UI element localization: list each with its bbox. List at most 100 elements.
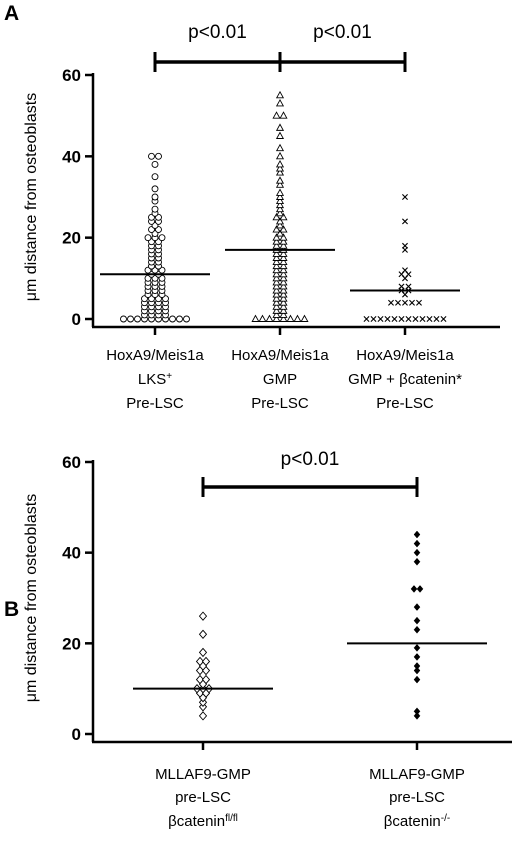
data-point <box>440 316 447 322</box>
x-category-label: HoxA9/Meis1a <box>356 347 454 364</box>
data-point <box>413 711 421 720</box>
data-point <box>286 314 295 322</box>
data-point <box>275 151 285 160</box>
data-point <box>272 111 281 119</box>
y-tick-label: 40 <box>62 147 81 166</box>
data-point <box>275 168 285 176</box>
data-point <box>275 99 285 107</box>
data-point <box>265 314 274 322</box>
x-category-label: Pre-LSC <box>251 395 309 412</box>
data-point <box>377 316 384 322</box>
data-point <box>272 302 281 310</box>
data-point <box>198 611 208 621</box>
data-point <box>151 185 159 193</box>
data-point <box>272 212 281 221</box>
data-point <box>279 273 288 282</box>
data-point <box>279 306 288 314</box>
data-point <box>201 674 211 685</box>
data-point <box>272 233 281 241</box>
data-point <box>402 299 408 306</box>
data-point <box>279 277 288 286</box>
data-point <box>275 208 285 217</box>
x-category-label: pre-LSC <box>175 789 231 806</box>
data-point <box>279 237 288 245</box>
data-point <box>398 283 405 290</box>
data-point <box>158 234 166 242</box>
data-point <box>272 237 281 245</box>
data-point <box>272 253 281 261</box>
data-point <box>148 152 155 160</box>
data-point <box>151 161 159 168</box>
data-point <box>275 200 285 209</box>
data-point <box>413 666 421 675</box>
p-value-label: p<0.01 <box>188 22 247 43</box>
x-category-label: MLLAF9-GMP <box>155 766 251 783</box>
data-point <box>272 282 281 290</box>
data-point <box>275 164 285 172</box>
data-point <box>412 316 419 322</box>
data-point <box>405 283 412 290</box>
data-point <box>413 616 421 625</box>
data-point <box>413 675 421 684</box>
data-point <box>279 233 288 241</box>
data-point <box>169 315 176 323</box>
data-point <box>275 188 285 196</box>
data-point <box>272 306 281 314</box>
data-point <box>151 193 159 201</box>
data-point <box>279 212 288 221</box>
y-axis-label: μm distance from osteoblasts <box>23 494 40 702</box>
x-category-label: Pre-LSC <box>126 395 184 412</box>
data-point <box>275 176 285 184</box>
data-point <box>413 539 421 548</box>
x-category-label: GMP <box>263 371 297 388</box>
data-point <box>272 249 281 257</box>
data-point <box>402 194 408 200</box>
chart-panel-B: B 0 20 40 60 μm distance from osteoblasts MLLA… <box>4 449 512 830</box>
data-point <box>198 647 208 658</box>
data-point <box>272 310 281 318</box>
data-point <box>251 314 260 322</box>
data-point <box>279 294 288 302</box>
chart-panel-A: A 0 20 40 60 μm distance from osteoblasts HoxA… <box>4 2 500 412</box>
data-point <box>279 249 288 257</box>
data-point <box>198 711 208 721</box>
data-point <box>272 273 281 282</box>
data-point <box>395 299 401 306</box>
data-point <box>272 294 281 302</box>
data-point <box>279 282 288 290</box>
data-point <box>398 316 405 322</box>
x-category-label: MLLAF9-GMP <box>369 766 465 783</box>
data-point <box>275 131 285 139</box>
data-point <box>279 290 288 298</box>
y-tick-label: 60 <box>62 66 81 85</box>
panel-label: A <box>4 2 19 25</box>
data-point <box>275 143 285 152</box>
data-point <box>413 625 421 634</box>
data-point <box>272 314 281 322</box>
data-point <box>363 316 370 322</box>
data-point <box>433 316 440 322</box>
data-point <box>279 302 288 310</box>
data-point <box>272 241 281 249</box>
data-point <box>120 315 127 323</box>
data-point <box>134 315 141 323</box>
x-category-label: HoxA9/Meis1a <box>231 347 329 364</box>
data-point <box>410 585 418 593</box>
data-point <box>272 286 281 294</box>
data-point <box>279 241 288 249</box>
y-tick-label: 0 <box>72 725 81 744</box>
y-tick-label: 20 <box>62 229 81 248</box>
p-value-label: p<0.01 <box>313 22 372 43</box>
y-tick-label: 60 <box>62 453 81 472</box>
data-point <box>155 152 162 160</box>
data-point <box>279 257 288 266</box>
data-point <box>183 315 190 323</box>
x-category-label: HoxA9/Meis1a <box>106 347 204 364</box>
data-point <box>391 316 398 322</box>
data-point <box>198 629 208 639</box>
x-category-label: Pre-LSC <box>376 395 434 412</box>
data-point <box>419 316 426 322</box>
x-category-label: βcateninfl/fl <box>168 813 238 831</box>
data-point <box>279 261 288 270</box>
